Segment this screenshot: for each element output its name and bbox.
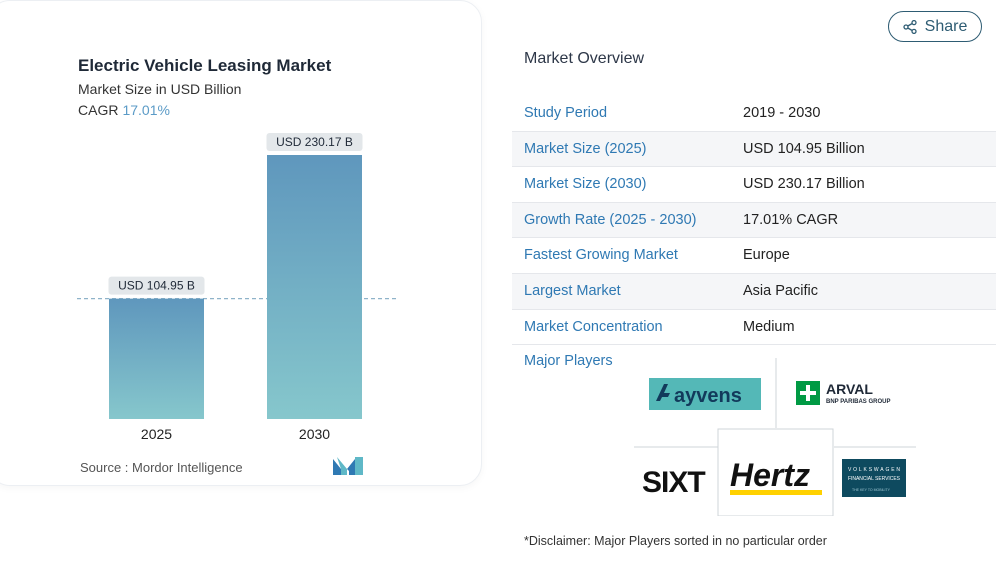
data-label: USD 104.95 B xyxy=(118,279,195,293)
chart-title: Electric Vehicle Leasing Market xyxy=(78,56,332,75)
major-players-title: Major Players xyxy=(524,353,613,369)
ayvens-logo-text: ayvens xyxy=(674,385,742,407)
sixt-logo-text: SIXT xyxy=(642,466,705,499)
row-value: Medium xyxy=(743,318,795,335)
row-value: USD 230.17 Billion xyxy=(743,176,865,193)
hertz-logo-text: Hertz xyxy=(730,457,810,493)
row-label[interactable]: Growth Rate (2025 - 2030) xyxy=(524,211,697,228)
chart-subtitle: Market Size in USD Billion xyxy=(78,81,242,97)
sixt-logo: SIXT xyxy=(642,466,706,499)
share-label: Share xyxy=(924,17,968,35)
overview-row-market-size-2030: Market Size (2030) USD 230.17 Billion xyxy=(512,167,996,203)
row-label[interactable]: Study Period xyxy=(524,105,608,121)
ayvens-logo: ayvens xyxy=(649,378,761,410)
overview-row-largest-market: Largest Market Asia Pacific xyxy=(512,273,996,310)
row-label[interactable]: Fastest Growing Market xyxy=(524,247,678,264)
bar-2030 xyxy=(267,155,362,419)
bar-chart: USD 104.95 B 2025 USD 230.17 B 2030 xyxy=(77,133,398,442)
overview-row-market-size-2025: Market Size (2025) USD 104.95 Billion xyxy=(512,131,996,168)
data-label-bg xyxy=(266,133,363,151)
svg-text:THE KEY TO MOBILITY: THE KEY TO MOBILITY xyxy=(852,488,891,492)
row-value: USD 104.95 Billion xyxy=(743,140,865,157)
chart-source: Source : Mordor Intelligence xyxy=(80,460,243,475)
x-tick-label: 2030 xyxy=(299,426,330,442)
svg-text:FINANCIAL SERVICES: FINANCIAL SERVICES xyxy=(848,476,901,482)
arval-logo: ARVAL BNP PARIBAS GROUP xyxy=(796,381,890,405)
row-value: 2019 - 2030 xyxy=(743,105,821,121)
overview-row-concentration: Market Concentration Medium xyxy=(512,310,996,346)
row-value: 17.01% CAGR xyxy=(743,211,839,228)
major-players-logos: ayvens ARVAL BNP PARIBAS GROUP SIXT Hert… xyxy=(634,358,916,516)
data-label-bg xyxy=(108,276,205,295)
row-label[interactable]: Market Concentration xyxy=(524,318,663,335)
hertz-logo: Hertz xyxy=(730,457,822,495)
share-icon xyxy=(902,19,917,34)
overview-row-fastest-growing: Fastest Growing Market Europe xyxy=(512,238,996,274)
cagr-value: 17.01% xyxy=(122,102,170,118)
row-label[interactable]: Largest Market xyxy=(524,282,621,299)
overview-row-growth-rate: Growth Rate (2025 - 2030) 17.01% CAGR xyxy=(512,202,996,239)
data-label: USD 230.17 B xyxy=(276,135,353,149)
x-tick-label: 2025 xyxy=(141,426,172,442)
svg-text:VOLKSWAGEN: VOLKSWAGEN xyxy=(848,467,900,473)
row-value: Asia Pacific xyxy=(743,282,818,299)
market-overview-table: Study Period 2019 - 2030 Market Size (20… xyxy=(512,96,996,346)
mordor-logo-icon xyxy=(333,457,363,475)
cagr-label: CAGR xyxy=(78,102,119,118)
chart-cagr: CAGR 17.01% xyxy=(78,102,170,118)
market-overview-title: Market Overview xyxy=(524,50,645,67)
bar-2025 xyxy=(109,298,204,419)
row-value: Europe xyxy=(743,247,790,264)
disclaimer: *Disclaimer: Major Players sorted in no … xyxy=(524,534,827,548)
vw-financial-services-logo: VOLKSWAGEN FINANCIAL SERVICES THE KEY TO… xyxy=(842,459,906,497)
svg-text:BNP PARIBAS GROUP: BNP PARIBAS GROUP xyxy=(826,399,890,405)
chart-card xyxy=(0,0,482,486)
share-button[interactable]: Share xyxy=(888,11,982,42)
overview-row-study-period: Study Period 2019 - 2030 xyxy=(512,96,996,132)
row-label[interactable]: Market Size (2030) xyxy=(524,176,647,193)
arval-logo-text: ARVAL xyxy=(826,381,873,397)
row-label[interactable]: Market Size (2025) xyxy=(524,140,647,157)
